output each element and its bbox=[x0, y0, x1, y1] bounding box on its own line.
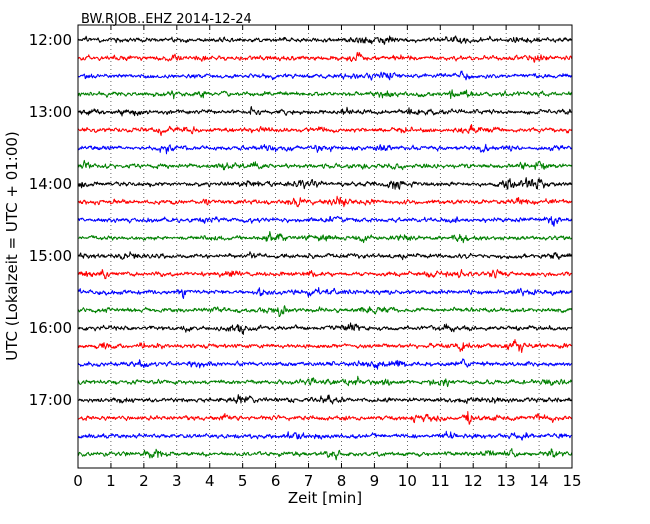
y-tick-label: 14:00 bbox=[29, 175, 72, 193]
trace-row bbox=[77, 287, 573, 299]
trace-row bbox=[77, 159, 573, 171]
x-tick-label: 15 bbox=[562, 472, 581, 490]
x-tick-label: 4 bbox=[205, 472, 215, 490]
x-tick-label: 5 bbox=[238, 472, 248, 490]
x-tick-label: 14 bbox=[530, 472, 549, 490]
trace-layer bbox=[77, 35, 573, 461]
x-tick-label: 13 bbox=[497, 472, 516, 490]
trace-row bbox=[77, 215, 573, 227]
y-tick-label: 13:00 bbox=[29, 103, 72, 121]
x-tick-label: 10 bbox=[398, 472, 417, 490]
trace-row bbox=[77, 106, 573, 117]
trace-row bbox=[77, 394, 573, 405]
trace-row bbox=[77, 70, 573, 81]
tick-layer: 0 1 2 3 4 5 6 7 8 9 10 11 12 13 14 1512:0013:0014:0015:… bbox=[29, 25, 582, 490]
x-tick-label: 9 bbox=[370, 472, 380, 490]
plot-background bbox=[78, 25, 572, 468]
trace-row bbox=[77, 51, 573, 63]
chart-title: BW.RJOB..EHZ 2014-12-24 bbox=[81, 12, 252, 27]
x-tick-label: 3 bbox=[172, 472, 182, 490]
trace-row bbox=[77, 448, 573, 461]
x-tick-label: 8 bbox=[337, 472, 347, 490]
x-tick-label: 12 bbox=[464, 472, 483, 490]
y-tick-label: 16:00 bbox=[29, 319, 72, 337]
trace-row bbox=[77, 231, 573, 244]
plot-frame bbox=[77, 24, 573, 469]
trace-row bbox=[77, 269, 573, 280]
trace-row bbox=[77, 195, 573, 208]
trace-row bbox=[77, 375, 573, 388]
x-tick-label: 7 bbox=[304, 472, 314, 490]
trace-row bbox=[77, 89, 573, 100]
trace-row bbox=[77, 322, 573, 335]
trace-row bbox=[77, 305, 573, 317]
x-tick-label: 1 bbox=[106, 472, 116, 490]
x-tick-label: 0 bbox=[73, 472, 83, 490]
trace-row bbox=[77, 177, 573, 190]
trace-row bbox=[77, 339, 573, 353]
y-axis-label: UTC (Lokalzeit = UTC + 01:00) bbox=[3, 131, 21, 361]
trace-row bbox=[77, 35, 573, 45]
trace-row bbox=[77, 251, 573, 261]
x-axis-label: Zeit [min] bbox=[288, 489, 362, 507]
trace-row bbox=[77, 143, 573, 155]
trace-row bbox=[77, 411, 573, 425]
x-tick-label: 2 bbox=[139, 472, 149, 490]
trace-row bbox=[77, 124, 573, 137]
trace-row bbox=[77, 430, 573, 441]
y-tick-label: 17:00 bbox=[29, 391, 72, 409]
trace-row bbox=[77, 358, 573, 370]
y-tick-label: 12:00 bbox=[29, 31, 72, 49]
x-tick-label: 6 bbox=[271, 472, 281, 490]
x-tick-label: 11 bbox=[431, 472, 450, 490]
y-tick-label: 15:00 bbox=[29, 247, 72, 265]
